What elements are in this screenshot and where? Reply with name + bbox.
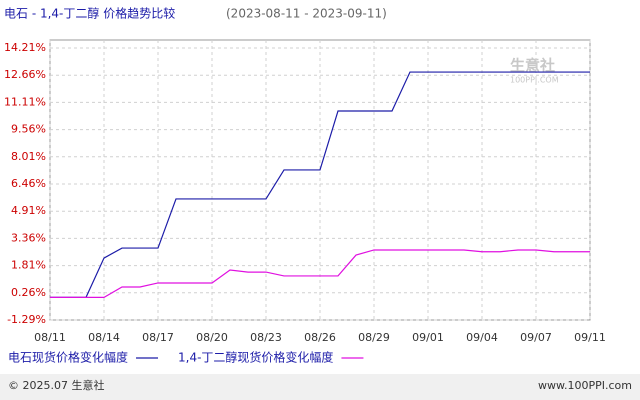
series-line (50, 249, 590, 298)
x-tick-label: 09/07 (520, 331, 552, 344)
x-tick-label: 09/11 (574, 331, 606, 344)
watermark: 100PPI.COM (510, 76, 559, 85)
y-tick-label: 1.81% (11, 259, 46, 272)
footer-bar (0, 374, 640, 400)
x-tick-label: 09/04 (466, 331, 498, 344)
legend-label: 电石现货价格变化幅度 (8, 350, 128, 365)
chart-title: 电石 - 1,4-丁二醇 价格趋势比较 (4, 6, 175, 21)
y-tick-label: 14.21% (4, 41, 46, 54)
x-tick-label: 08/29 (358, 331, 390, 344)
x-tick-label: 08/11 (34, 331, 66, 344)
legend-label: 1,4-丁二醇现货价格变化幅度 (178, 350, 333, 365)
y-tick-label: 9.56% (11, 123, 46, 136)
footer-right: www.100PPI.com (538, 379, 632, 392)
x-tick-label: 08/26 (304, 331, 336, 344)
y-tick-label: 12.66% (4, 68, 46, 81)
footer-left: © 2025.07 生意社 (8, 378, 104, 392)
x-tick-label: 09/01 (412, 331, 444, 344)
x-tick-label: 08/23 (250, 331, 282, 344)
watermark: 生意社 (510, 57, 555, 75)
y-tick-label: 3.36% (11, 231, 46, 244)
x-tick-label: 08/20 (196, 331, 228, 344)
y-tick-label: 6.46% (11, 177, 46, 190)
y-tick-label: 0.26% (11, 286, 46, 299)
y-tick-label: 4.91% (11, 204, 46, 217)
y-tick-label: -1.29% (7, 313, 46, 326)
x-tick-label: 08/17 (142, 331, 174, 344)
series-line (50, 71, 590, 298)
y-tick-label: 11.11% (4, 95, 46, 108)
chart-subtitle: (2023-08-11 - 2023-09-11) (226, 7, 387, 21)
x-tick-label: 08/14 (88, 331, 120, 344)
y-tick-label: 8.01% (11, 150, 46, 163)
